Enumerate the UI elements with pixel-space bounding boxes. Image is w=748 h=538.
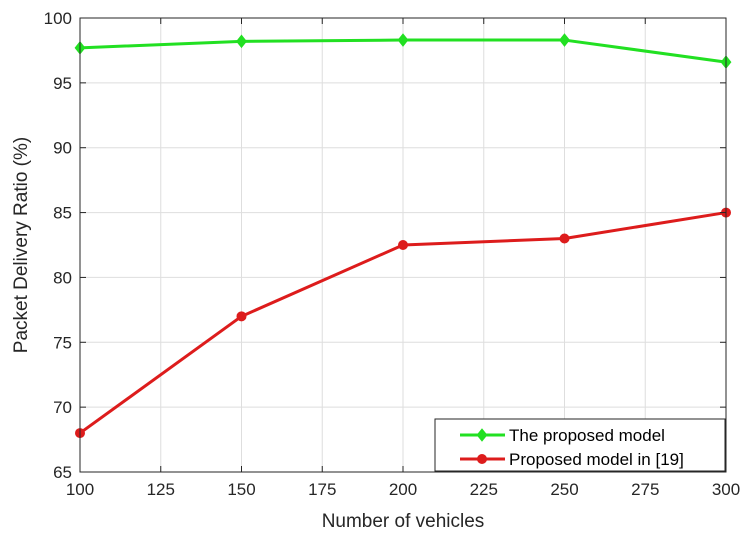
data-point [236, 34, 247, 49]
legend-swatch-marker [476, 428, 488, 442]
y-tick-label: 80 [53, 268, 72, 287]
x-tick-label: 150 [227, 480, 255, 499]
data-point [236, 311, 247, 322]
y-tick-label: 65 [53, 463, 72, 482]
x-tick-label: 275 [631, 480, 659, 499]
y-tick-label: 85 [53, 204, 72, 223]
y-tick-label: 100 [44, 9, 72, 28]
x-axis-label: Number of vehicles [322, 511, 485, 532]
legend: The proposed model Proposed model in [19] [434, 418, 726, 472]
legend-entry: The proposed model [460, 426, 665, 445]
legend-swatch-marker [477, 454, 487, 464]
data-point [559, 33, 570, 47]
y-tick-label: 70 [53, 398, 72, 417]
y-tick-label: 95 [53, 74, 72, 93]
y-tick-label: 75 [53, 333, 72, 352]
legend-label: The proposed model [509, 426, 665, 445]
x-tick-label: 225 [470, 480, 498, 499]
x-tick-label: 100 [66, 480, 94, 499]
y-axis-label: Packet Delivery Ratio (%) [11, 137, 32, 353]
y-tick-label: 90 [53, 139, 72, 158]
data-point [559, 233, 570, 244]
x-tick-label: 125 [147, 480, 175, 499]
x-tick-label: 250 [550, 480, 578, 499]
x-tick-label: 175 [308, 480, 336, 499]
series-layer [74, 33, 732, 439]
y-axis-ticks: 65 70 75 80 85 90 95 100 [44, 9, 726, 482]
legend-entry: Proposed model in [19] [460, 450, 684, 469]
data-point [398, 240, 408, 250]
x-tick-label: 300 [712, 480, 740, 499]
data-point [397, 33, 409, 47]
legend-label: Proposed model in [19] [509, 450, 684, 469]
x-tick-label: 200 [389, 480, 417, 499]
